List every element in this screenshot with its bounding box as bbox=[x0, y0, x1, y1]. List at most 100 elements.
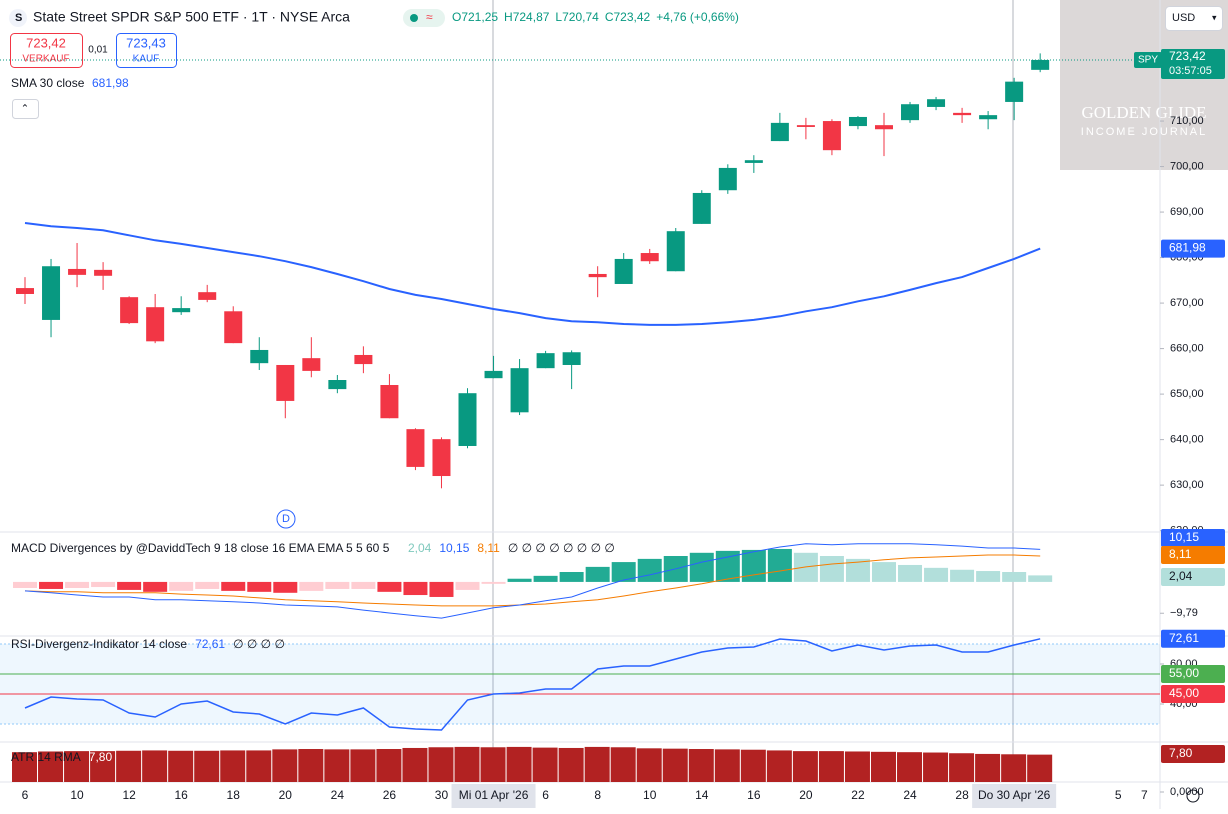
settings-icon[interactable] bbox=[1186, 789, 1200, 803]
atr-bar bbox=[64, 751, 90, 782]
atr-bar bbox=[975, 753, 1001, 782]
atr-bar bbox=[428, 747, 454, 782]
candle-body bbox=[927, 99, 946, 107]
pane-title: MACD Divergences by @DaviddTech 9 18 clo… bbox=[11, 541, 390, 555]
countdown: 03:57:05 bbox=[1169, 65, 1212, 77]
y-tick-label: 710,00 bbox=[1170, 115, 1204, 127]
atr-bar bbox=[662, 748, 688, 782]
price-tag-value: 723,42 bbox=[1169, 49, 1206, 63]
histogram-bar bbox=[741, 549, 766, 582]
candle-body bbox=[484, 370, 503, 379]
candle-body bbox=[198, 292, 217, 300]
x-tick-label: 10 bbox=[643, 788, 657, 802]
buy-button[interactable] bbox=[116, 33, 177, 68]
atr-bar bbox=[584, 746, 610, 782]
x-tick-label: 26 bbox=[383, 788, 397, 802]
bid-price: 723,42 bbox=[26, 35, 66, 50]
y-tick-label: 0,0000 bbox=[1170, 786, 1204, 798]
histogram-bar bbox=[13, 581, 37, 588]
macd-value-label-box bbox=[1161, 529, 1225, 547]
ask-price: 723,43 bbox=[126, 35, 166, 50]
atr-bar bbox=[12, 752, 37, 782]
rsi-level-label-box bbox=[1161, 685, 1225, 703]
histogram-bar bbox=[377, 581, 402, 592]
atr-bar bbox=[844, 751, 870, 782]
y-tick-label: 640,00 bbox=[1170, 434, 1204, 446]
pane-title: RSI-Divergenz-Indikator 14 close bbox=[11, 637, 187, 651]
histogram-bar bbox=[950, 569, 975, 582]
histogram-bar bbox=[637, 558, 662, 582]
rsi-band bbox=[0, 644, 1160, 724]
y-tick-label: 670,00 bbox=[1170, 297, 1204, 309]
collapse-button[interactable] bbox=[12, 99, 39, 119]
histogram-bar bbox=[117, 581, 142, 590]
macd-value: 10,15 bbox=[439, 541, 469, 555]
signal-value: 8,11 bbox=[477, 541, 500, 555]
sma-value-label: 681,98 bbox=[1169, 241, 1206, 255]
atr-bar bbox=[1027, 754, 1053, 782]
symbol-tag bbox=[1134, 51, 1162, 68]
atr-bar bbox=[38, 751, 64, 782]
macd-value-label: 10,15 bbox=[1169, 530, 1199, 544]
sell-button[interactable] bbox=[10, 33, 83, 68]
x-tick-highlight bbox=[972, 784, 1057, 808]
sma-value-label-box bbox=[1161, 239, 1225, 258]
divergence-flags: ∅ ∅ ∅ ∅ ∅ ∅ ∅ ∅ bbox=[508, 541, 615, 555]
indicator-value: 681,98 bbox=[92, 76, 129, 90]
histogram-bar bbox=[247, 581, 272, 592]
atr-bar bbox=[454, 746, 480, 782]
histogram-bar bbox=[91, 581, 116, 588]
ask-label: KAUF bbox=[133, 54, 160, 65]
signal-line bbox=[24, 554, 1041, 607]
atr-bar bbox=[688, 749, 714, 782]
histogram-bar bbox=[481, 581, 506, 584]
x-tick-label: Do 30 Apr '26 bbox=[978, 788, 1051, 802]
ohlc-value: H724,87 bbox=[504, 10, 550, 24]
candle-body bbox=[146, 307, 165, 342]
histogram-bar bbox=[689, 552, 714, 582]
signal-value-label-box bbox=[1161, 546, 1225, 564]
x-tick-label: 7 bbox=[1141, 788, 1148, 802]
x-tick-label: 14 bbox=[695, 788, 709, 802]
bid-label: VERKAUF bbox=[22, 54, 69, 65]
candle-body bbox=[172, 308, 191, 313]
candle-body bbox=[380, 385, 399, 419]
rsi-level-label-box bbox=[1161, 665, 1225, 683]
candle-body bbox=[718, 167, 737, 191]
candle-body bbox=[510, 368, 529, 413]
event-marker[interactable] bbox=[276, 509, 296, 529]
atr-bar bbox=[480, 747, 506, 782]
ohlc-legend: O721,25 H724,87 L720,74 C723,42 +4,76 (+0,66… bbox=[452, 10, 739, 24]
status-pill[interactable] bbox=[403, 9, 445, 27]
histogram-value-label-box bbox=[1161, 568, 1225, 586]
event-marker-label: D bbox=[282, 513, 290, 525]
histogram-bar bbox=[429, 581, 454, 597]
candle-body bbox=[250, 349, 269, 364]
x-tick-label: 20 bbox=[279, 788, 293, 802]
symbol-icon bbox=[9, 9, 27, 27]
x-tick-label: 28 bbox=[955, 788, 969, 802]
atr-bar bbox=[610, 747, 636, 782]
atr-bar bbox=[376, 749, 402, 782]
histogram-bar bbox=[455, 581, 480, 590]
candle-body bbox=[328, 380, 347, 390]
x-tick-label: 5 bbox=[1115, 788, 1122, 802]
atr-bar bbox=[792, 751, 818, 782]
currency-dropdown[interactable] bbox=[1165, 6, 1223, 31]
histogram-bar bbox=[403, 581, 428, 596]
histogram-bar bbox=[1028, 575, 1053, 582]
candle-body bbox=[354, 354, 373, 365]
candle-body bbox=[979, 115, 998, 120]
atr-bar bbox=[220, 750, 246, 782]
histogram-bar bbox=[39, 581, 64, 589]
histogram-value-label: 2,04 bbox=[1169, 569, 1193, 583]
candle-body bbox=[822, 121, 841, 151]
histogram-bar bbox=[143, 581, 168, 592]
x-tick-label: 16 bbox=[747, 788, 761, 802]
atr-value-label-box bbox=[1161, 745, 1225, 763]
status-icon: ≈ bbox=[426, 10, 433, 24]
candle-body bbox=[901, 104, 920, 121]
x-tick-label: Mi 01 Apr '26 bbox=[459, 788, 529, 802]
candle-body bbox=[1031, 59, 1050, 70]
ohlc-value: C723,42 bbox=[605, 10, 651, 24]
